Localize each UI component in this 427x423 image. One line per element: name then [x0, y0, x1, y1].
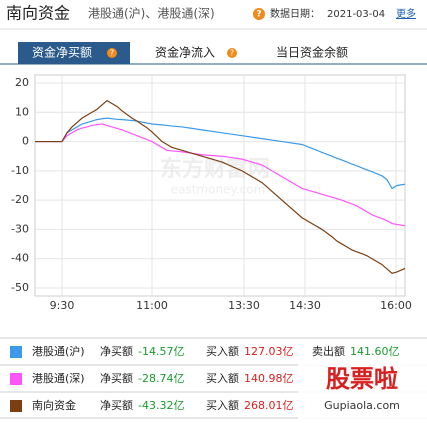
row-name: 南向资金 [32, 398, 76, 412]
net-value: -28.74亿 [138, 372, 184, 385]
sell-label: 卖出额 [312, 344, 345, 358]
help[interactable]: ? [256, 10, 261, 20]
help[interactable]: ? [110, 49, 114, 58]
y-tick-label: 20 [15, 76, 29, 89]
x-tick-label: 14:30 [289, 299, 321, 312]
y-tick-label: 10 [15, 105, 29, 118]
logo-url: Gupiaola.com [324, 399, 400, 412]
help-icon[interactable] [253, 8, 265, 20]
net-value: -43.32亿 [138, 399, 184, 412]
more-link[interactable]: 更多 [396, 7, 416, 20]
net-label: 净买额 [100, 398, 133, 412]
buy-label: 买入额 [206, 372, 239, 385]
title: 南向资金 [6, 4, 70, 23]
date: 2021-03-04 [327, 9, 385, 20]
net-value: -14.57亿 [138, 345, 184, 358]
y-tick-label: -30 [11, 222, 29, 235]
help[interactable]: ? [230, 49, 234, 58]
buy-value: 268.01亿 [244, 399, 294, 412]
buy-value: 127.03亿 [244, 345, 294, 358]
y-tick-label: -40 [11, 252, 29, 265]
series-line [35, 123, 406, 227]
x-tick-label: 11:00 [136, 299, 168, 312]
y-tick-label: 0 [22, 135, 29, 148]
logo-bg [298, 362, 427, 419]
sell-value: 141.60亿 [350, 345, 400, 358]
buy-value: 140.98亿 [244, 372, 294, 385]
row-name: 港股通(沪) [32, 344, 85, 358]
series-line [35, 99, 406, 275]
help-icon[interactable] [107, 48, 117, 58]
y-tick-label: -20 [11, 193, 29, 206]
net-label: 净买额 [100, 371, 133, 385]
logo-title: 股票啦 [326, 365, 398, 393]
plot-frame [34, 74, 406, 297]
help-icon[interactable] [227, 48, 237, 58]
subtitle: 港股通(沪)、港股通(深) [88, 7, 215, 21]
tab-label[interactable]: 资金净买额 [32, 45, 92, 60]
watermark: eastmoney.com [171, 183, 266, 197]
tab-active[interactable] [18, 42, 130, 64]
tab-label[interactable]: 资金净流入 [155, 45, 215, 60]
legend-swatch [10, 346, 22, 358]
buy-label: 买入额 [206, 345, 239, 358]
series-line [35, 117, 406, 190]
x-tick-label: 16:00 [380, 299, 412, 312]
tab-label[interactable]: 当日资金余额 [276, 45, 348, 60]
y-tick-label: -10 [11, 164, 29, 177]
legend-swatch [10, 400, 22, 412]
x-tick-label: 13:30 [228, 299, 260, 312]
row-name: 港股通(深) [32, 372, 85, 385]
legend-swatch [10, 373, 22, 385]
y-tick-label: -50 [11, 281, 29, 294]
net-label: 净买额 [100, 344, 133, 358]
buy-label: 买入额 [206, 399, 239, 412]
x-tick-label: 9:30 [50, 299, 75, 312]
date-label: 数据日期： [270, 7, 320, 20]
